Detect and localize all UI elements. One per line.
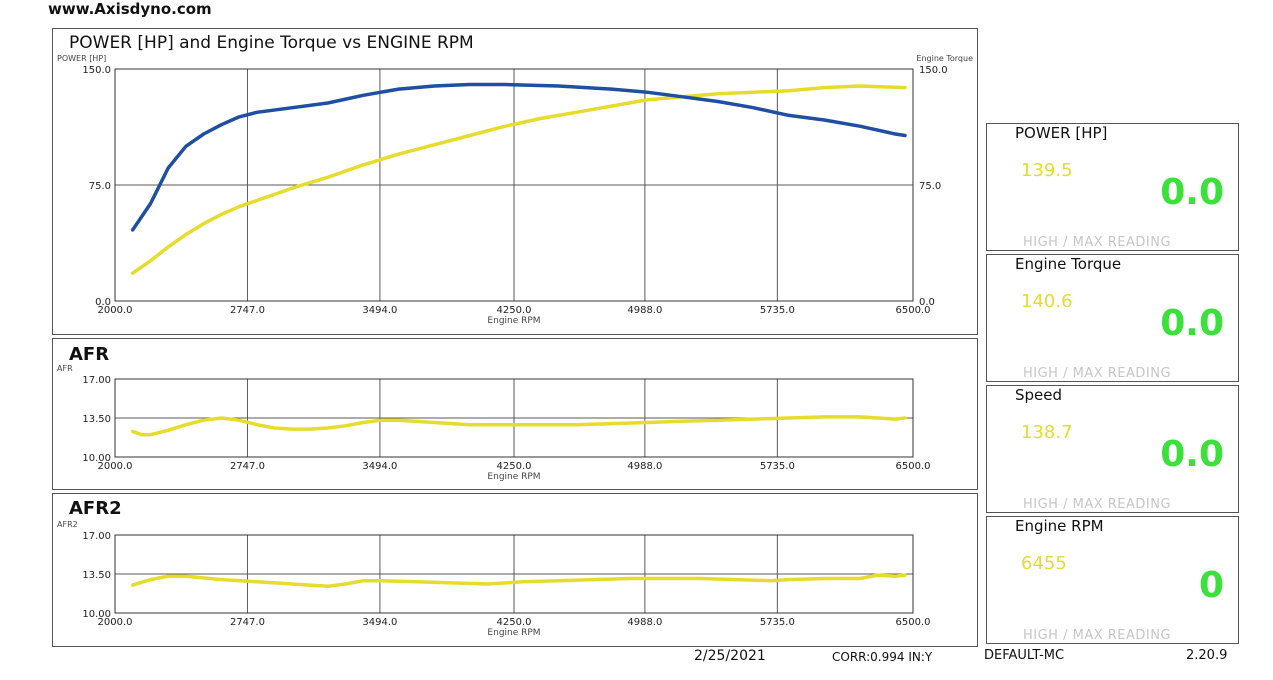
x-tick-label: 6500.0 [896,461,931,472]
chart-title: POWER [HP] and Engine Torque vs ENGINE R… [69,33,474,53]
y-tick-label: 13.50 [82,414,111,425]
y-tick-label: 150.0 [82,65,111,76]
y-tick-label: 75.0 [89,181,111,192]
x-tick-label: 6500.0 [896,305,931,316]
site-url: www.Axisdyno.com [48,0,212,18]
x-tick-label: 5735.0 [760,617,795,628]
x-tick-label: 5735.0 [760,461,795,472]
x-tick-label: 6500.0 [896,617,931,628]
x-tick-label: 3494.0 [362,617,397,628]
x-tick-label: 2747.0 [230,617,265,628]
gauge-footer: HIGH / MAX READING [1023,628,1172,643]
gauge-current-value: 0.0 [1160,303,1224,344]
x-tick-label: 4250.0 [497,461,532,472]
series-line-afr2 [130,573,907,589]
y-tick-label: 17.00 [82,375,111,386]
x-tick-label: 2747.0 [230,461,265,472]
gauge-current-value: 0.0 [1160,172,1224,213]
chart-title: AFR2 [69,498,122,519]
plot-frame [114,534,914,614]
afr2-chart: 2000.0 2747.0 3494.0 4250.0 4988.0 5735.0 6500… [57,520,931,638]
x-tick-label: 4988.0 [627,461,662,472]
x-tick-label: 3494.0 [362,461,397,472]
y-tick-label: 10.00 [82,609,111,620]
footer-date: 2/25/2021 [694,648,766,664]
x-tick-label: 3494.0 [362,305,397,316]
y-tick-label: 0.0 [95,297,111,308]
gauge-footer: HIGH / MAX READING [1023,366,1172,381]
gauge-rpm: Engine RPM 6455 0 HIGH / MAX READING [986,516,1239,644]
y-tick-label: 10.00 [82,453,111,464]
gauge-max-value: 139.5 [1021,160,1073,181]
gauge-max-value: 140.6 [1021,291,1073,312]
gauge-title: Engine Torque [1015,255,1122,273]
y-tick-label: 13.50 [82,570,111,581]
x-axis-label: Engine RPM [487,316,540,326]
x-tick-label: 2747.0 [230,305,265,316]
gauge-current-value: 0 [1198,565,1224,606]
x-tick-label: 2000.0 [98,305,133,316]
gauge-speed: Speed 138.7 0.0 HIGH / MAX READING [986,385,1239,513]
y-axis-right-label: Engine Torque [916,54,973,63]
gauge-max-value: 6455 [1021,553,1067,574]
gauge-title: Engine RPM [1015,517,1104,535]
x-tick-label: 5735.0 [760,305,795,316]
gauge-title: Speed [1015,386,1063,404]
footer-profile: DEFAULT-MC [984,648,1065,663]
power-torque-chart: 2000.0 2747.0 3494.0 4250.0 4988.0 5735.0 6500… [57,54,973,326]
y-right-tick-label: 0.0 [919,297,935,308]
gauge-torque: Engine Torque 140.6 0.0 HIGH / MAX READI… [986,254,1239,382]
x-tick-label: 4250.0 [497,617,532,628]
gauge-max-value: 138.7 [1021,422,1073,443]
y-axis-label: POWER [HP] [57,54,106,63]
y-right-tick-label: 75.0 [919,181,941,192]
afr-chart: 2000.0 2747.0 3494.0 4250.0 4988.0 5735.0 6500… [57,364,931,482]
plot-frame [114,68,914,302]
power-torque-panel: POWER [HP] and Engine Torque vs ENGINE R… [52,28,978,335]
gauge-title: POWER [HP] [1015,124,1108,142]
y-tick-label: 17.00 [82,531,111,542]
gauge-power: POWER [HP] 139.5 0.0 HIGH / MAX READING [986,123,1239,251]
gauge-current-value: 0.0 [1160,434,1224,475]
afr2-panel: AFR2 2000.0 2747.0 3494.0 4250.0 4988.0 5735.… [52,493,978,647]
x-axis-label: Engine RPM [487,472,540,482]
plot-frame [114,378,914,458]
x-tick-label: 2000.0 [98,617,133,628]
y-right-tick-label: 150.0 [919,65,948,76]
x-axis-label: Engine RPM [487,628,540,638]
chart-title: AFR [69,344,110,365]
x-tick-label: 4988.0 [627,617,662,628]
x-tick-label: 2000.0 [98,461,133,472]
x-tick-label: 4250.0 [497,305,532,316]
y-axis-label: AFR [57,364,73,373]
footer-corr: CORR:0.994 IN:Y [832,650,933,664]
footer-version: 2.20.9 [1186,648,1228,663]
gauge-footer: HIGH / MAX READING [1023,497,1172,512]
gauge-footer: HIGH / MAX READING [1023,235,1172,250]
y-axis-label: AFR2 [57,520,78,529]
series-line-power-hp [130,82,907,232]
x-tick-label: 4988.0 [627,305,662,316]
afr-panel: AFR 2000.0 2747.0 3494.0 4250.0 4988.0 5735.0… [52,338,978,490]
series-line-engine-torque [130,84,907,275]
series-line-afr [130,415,907,437]
